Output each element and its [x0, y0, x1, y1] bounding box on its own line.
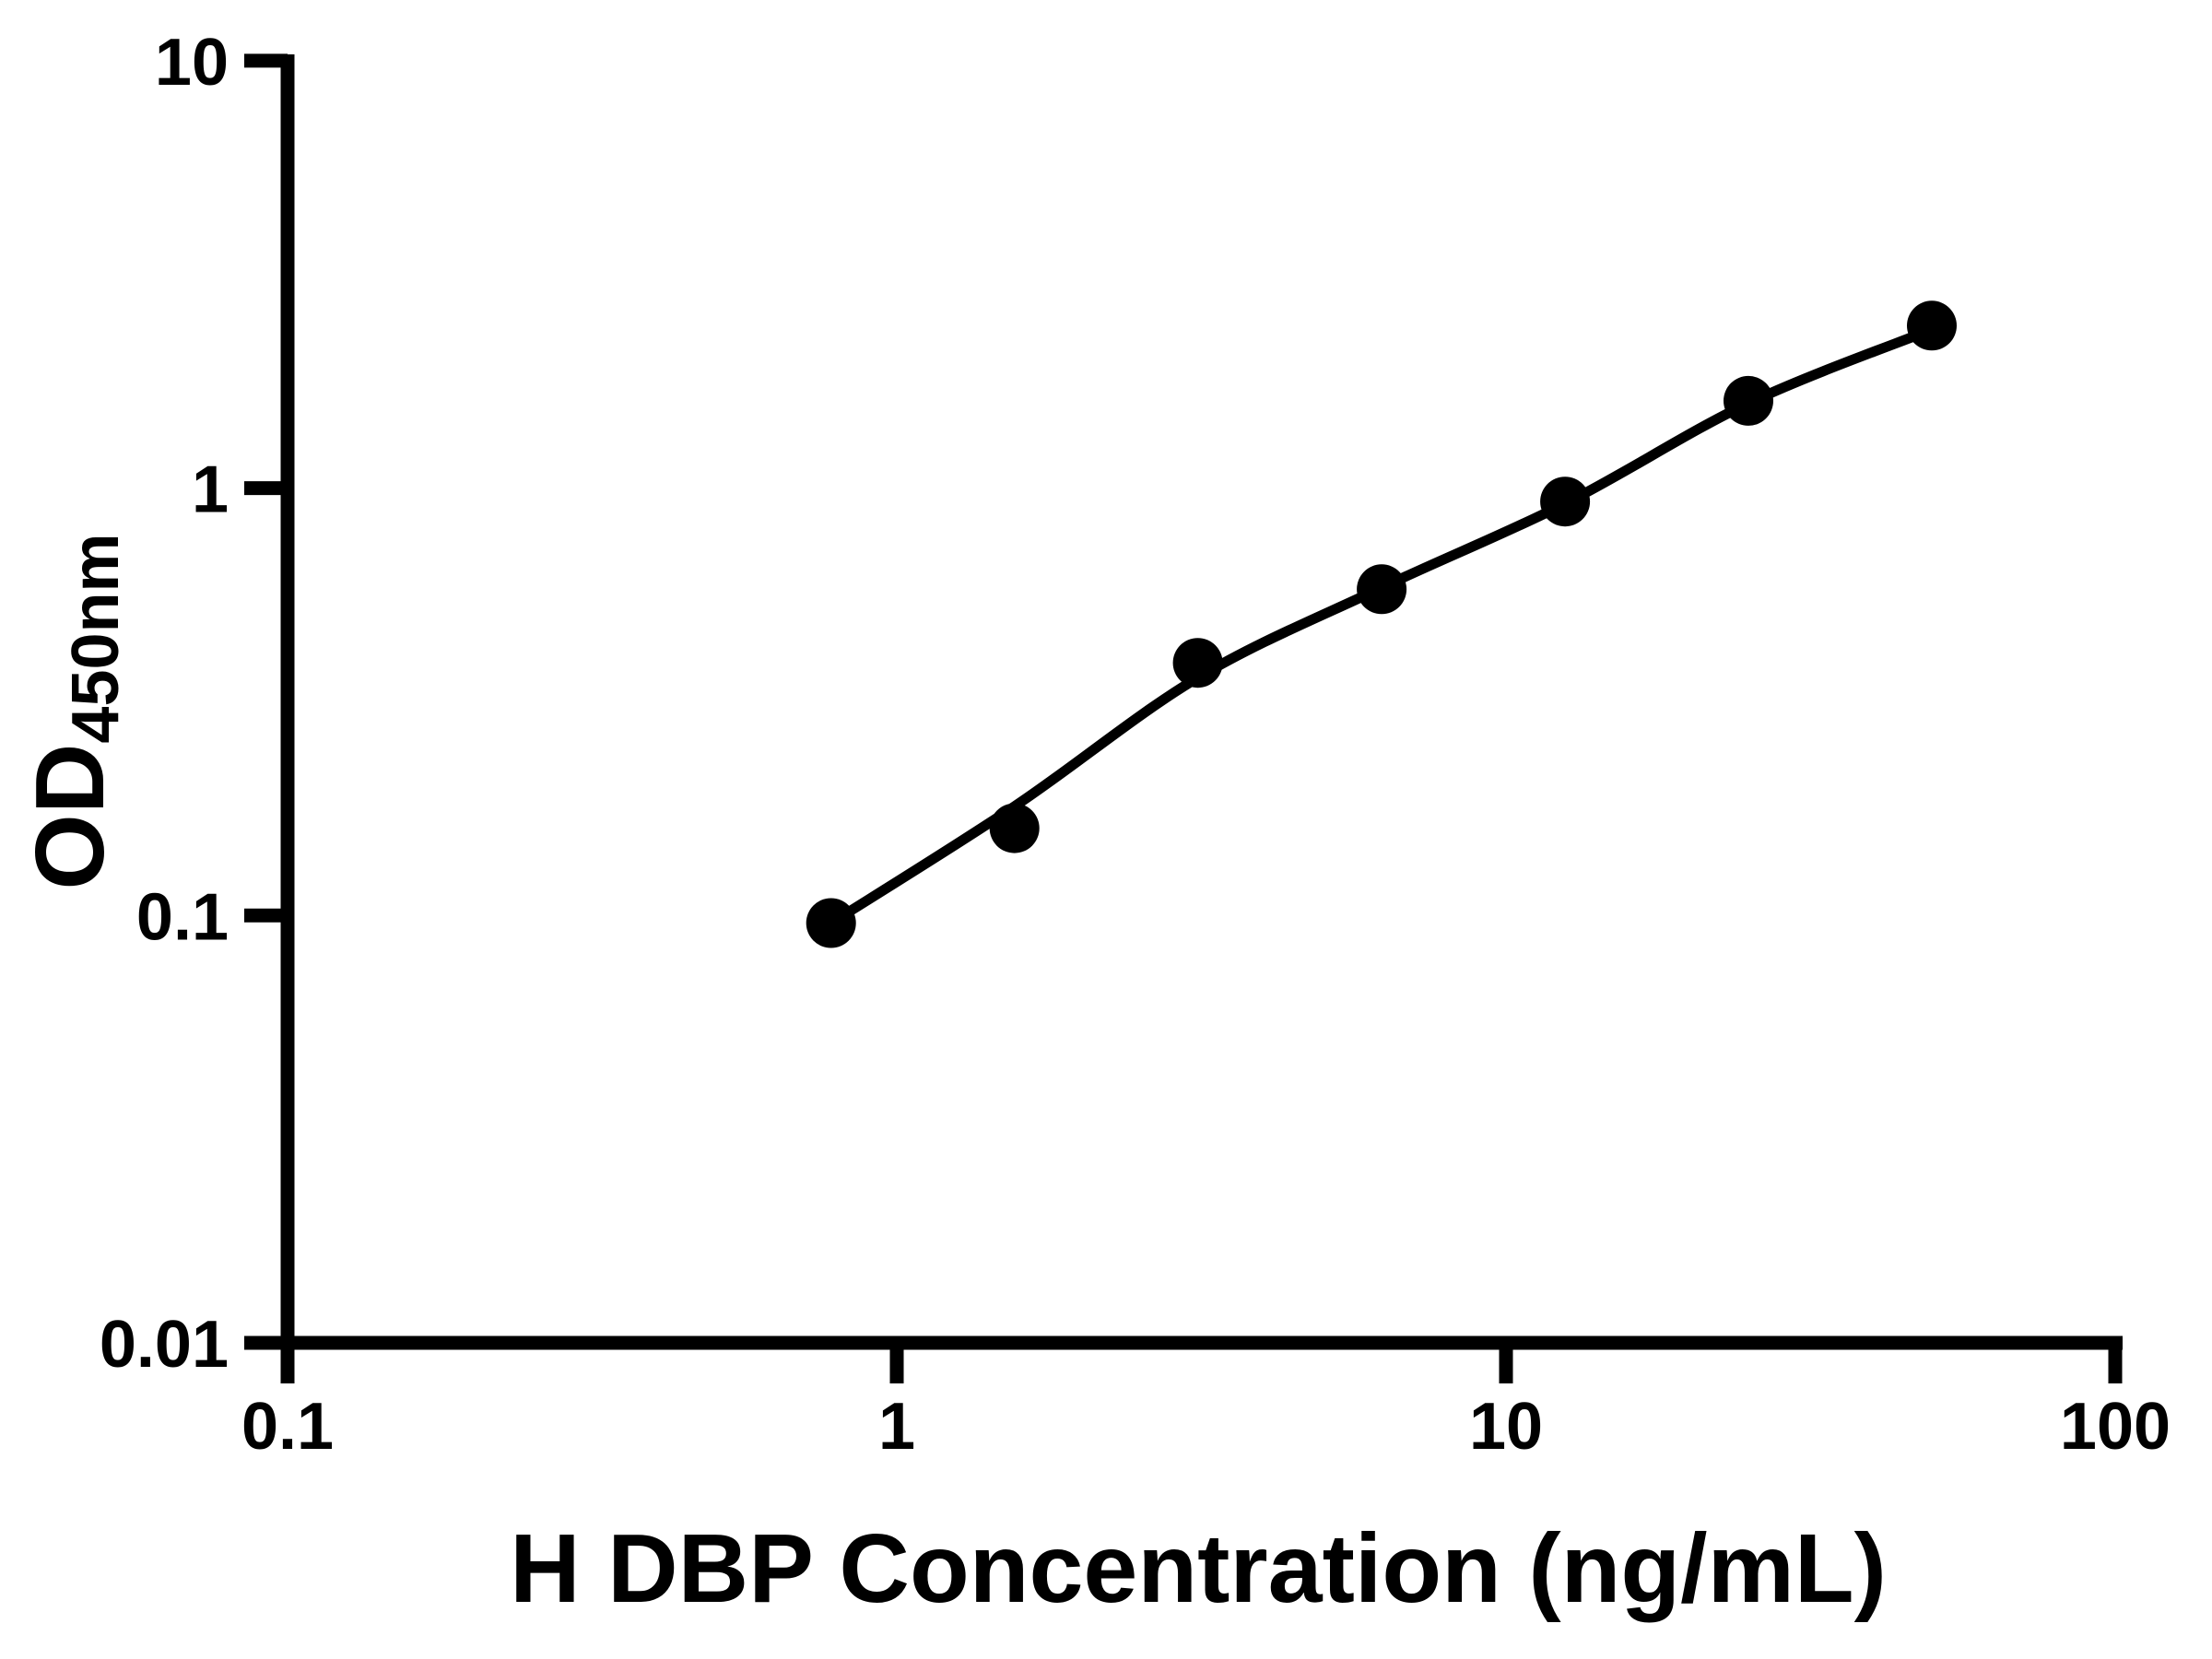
y-axis-title-subscript: 450nm — [59, 533, 133, 743]
data-point — [1907, 300, 1957, 351]
y-axis-title-main: OD — [16, 744, 124, 890]
data-point — [1724, 375, 1773, 426]
y-tick-label: 1 — [192, 453, 229, 527]
axes — [280, 54, 2123, 1350]
y-axis-ticks: 10 1 0.1 0.01 — [100, 26, 288, 1382]
y-tick-label: 10 — [155, 26, 229, 100]
x-axis-title: H DBP Concentration (ng/mL) — [510, 1514, 1887, 1623]
data-point — [989, 803, 1040, 853]
x-tick-label: 10 — [1469, 1390, 1543, 1464]
x-tick-label: 100 — [2060, 1390, 2171, 1464]
x-tick-label: 1 — [878, 1390, 915, 1464]
data-point — [1540, 477, 1591, 527]
data-point — [1172, 638, 1223, 688]
x-tick-label: 0.1 — [241, 1390, 334, 1464]
y-tick-label: 0.1 — [136, 880, 229, 954]
data-point — [806, 898, 856, 948]
data-points — [806, 300, 1957, 948]
x-axis-ticks: 0.1 1 10 100 — [241, 1343, 2171, 1464]
data-point — [1357, 564, 1407, 615]
y-tick-label: 0.01 — [100, 1308, 229, 1382]
y-axis-title: OD450nm — [16, 533, 133, 889]
